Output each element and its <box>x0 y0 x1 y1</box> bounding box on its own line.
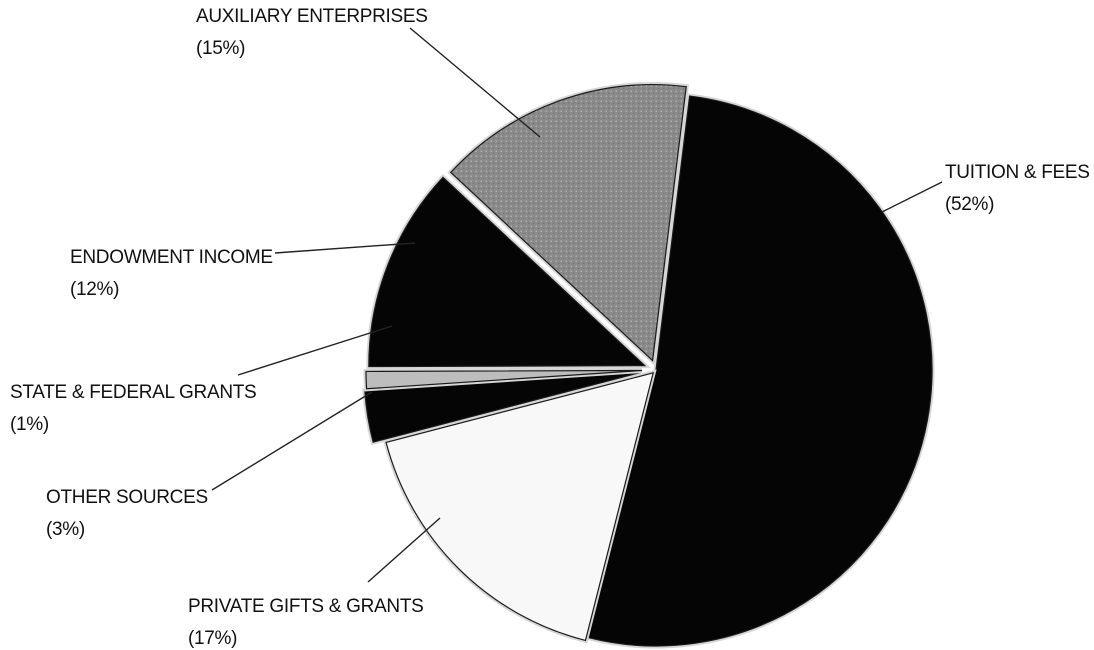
slice-label: TUITION & FEES <box>945 162 1090 183</box>
leader-line <box>211 391 373 491</box>
slice-percent-label: (52%) <box>945 194 994 215</box>
slice-labels: TUITION & FEES (52%) PRIVATE GIFTS & GRANT… <box>10 6 1090 649</box>
leader-lines <box>211 27 943 583</box>
pie-slice-endowment-income <box>368 176 647 368</box>
slice-percent-label: (12%) <box>70 279 119 300</box>
slice-label: OTHER SOURCES <box>46 487 208 508</box>
slice-label: ENDOWMENT INCOME <box>70 247 273 268</box>
slice-label: PRIVATE GIFTS & GRANTS <box>188 596 424 617</box>
pie-slice-tuition-fees <box>587 95 933 647</box>
slice-percent-label: (1%) <box>10 414 49 435</box>
leader-line <box>367 517 441 583</box>
slice-percent-label: (17%) <box>188 628 237 649</box>
slice-percent-label: (3%) <box>46 519 85 540</box>
leader-line <box>237 325 393 376</box>
leader-line <box>409 27 541 138</box>
leader-line <box>881 181 943 213</box>
pie-slice-auxiliary-enterprises <box>449 84 687 362</box>
pie-slice-state-federal-grants <box>365 369 643 390</box>
pie-slice-private-gifts-grants <box>385 372 655 642</box>
pie-slices <box>362 82 935 649</box>
leader-line <box>274 242 416 254</box>
slice-percent-label: (15%) <box>196 38 245 59</box>
slice-label: AUXILIARY ENTERPRISES <box>196 6 428 27</box>
slice-label: STATE & FEDERAL GRANTS <box>10 382 256 403</box>
